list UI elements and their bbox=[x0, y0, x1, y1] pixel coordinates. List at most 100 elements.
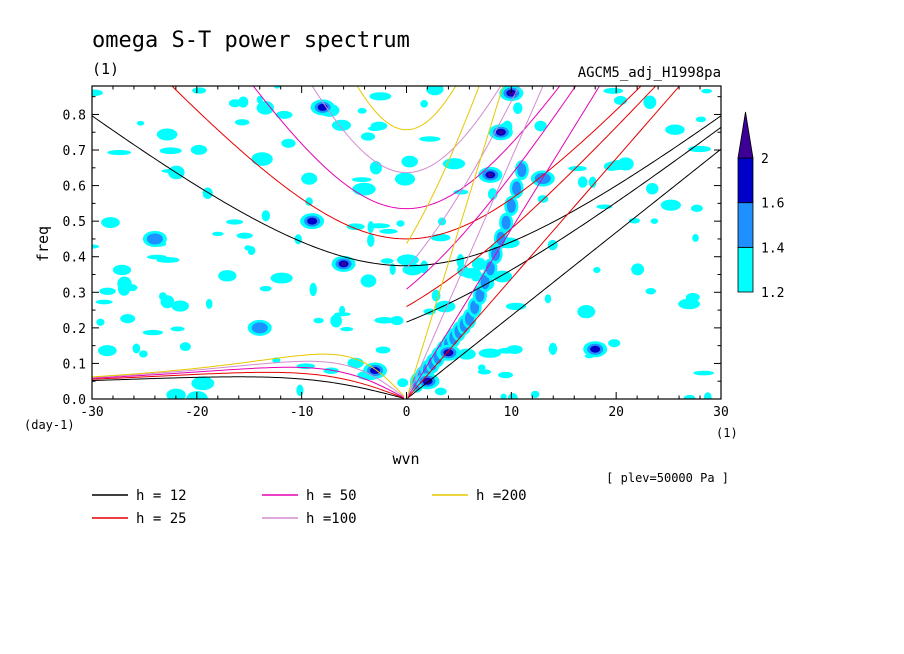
heatmap-cell bbox=[334, 312, 351, 317]
heatmap-cell bbox=[500, 393, 507, 399]
heatmap-cell bbox=[396, 220, 405, 227]
heatmap-cell bbox=[646, 182, 659, 195]
heatmap-cell bbox=[367, 234, 375, 247]
dispersion-curve-mrg-h12 bbox=[406, 126, 721, 323]
x-tick-label: -30 bbox=[80, 405, 103, 420]
heatmap-cell bbox=[375, 346, 391, 354]
heatmap-cell bbox=[419, 136, 441, 142]
colorbar-label: 1.4 bbox=[761, 241, 785, 256]
heatmap-cell bbox=[101, 217, 120, 229]
heatmap-cell bbox=[218, 270, 237, 282]
colorbar-segment bbox=[737, 246, 754, 293]
heatmap-cell bbox=[590, 345, 601, 353]
heatmap-cell bbox=[472, 276, 480, 282]
heatmap-cell bbox=[340, 326, 354, 332]
heatmap-cell bbox=[456, 253, 465, 268]
dispersion-curve-er-h100 bbox=[92, 360, 405, 398]
heatmap-cell bbox=[95, 299, 113, 305]
dispersion-curve-er-h50 bbox=[92, 366, 405, 399]
dispersion-curves bbox=[92, 86, 721, 399]
colorbar-segment bbox=[737, 202, 754, 248]
heatmap-cell bbox=[367, 221, 374, 233]
heatmap-cell bbox=[341, 261, 347, 266]
heatmap-cell bbox=[357, 107, 367, 114]
colorbar: 1.2 1.4 1.6 2 bbox=[737, 111, 785, 301]
heatmap-cell bbox=[301, 172, 318, 185]
heatmap-cell bbox=[136, 120, 145, 126]
heatmap-cell bbox=[190, 144, 208, 155]
y-tick-label: 0.0 bbox=[63, 393, 86, 408]
heatmap-cell bbox=[396, 254, 419, 266]
heatmap-cell bbox=[112, 264, 132, 276]
heatmap-cell bbox=[171, 300, 189, 312]
heatmap-cell bbox=[650, 218, 659, 224]
heatmap-cell bbox=[261, 210, 271, 222]
x-axis-unit: (1) bbox=[716, 426, 738, 440]
dispersion-curve-ig-h200 bbox=[356, 86, 457, 131]
heatmap-cell bbox=[146, 233, 163, 245]
heatmap-cell bbox=[97, 345, 117, 357]
axis-ticks: -30 -20 -10 0 10 20 30 0.0 0.1 0.2 0.3 0.4 0.5 0.6 0.7… bbox=[63, 86, 729, 420]
heatmap-cell bbox=[613, 95, 628, 105]
heatmap-cell bbox=[120, 313, 136, 324]
heatmap-cell bbox=[660, 199, 681, 211]
x-axis-label: wvn bbox=[392, 450, 419, 468]
level-label: [ plev=50000 Pa ] bbox=[606, 471, 729, 485]
legend: h = 12 h = 25 h = 50 h =100 h =200 bbox=[92, 488, 527, 527]
heatmap-cell bbox=[132, 343, 141, 354]
heatmap-cell bbox=[390, 316, 404, 326]
chart-subtitle: (1) bbox=[92, 60, 119, 78]
heatmap-cell bbox=[313, 317, 324, 324]
heatmap-cell bbox=[234, 119, 250, 126]
heatmap-cell bbox=[568, 165, 587, 172]
dispersion-curve-ig-h100 bbox=[311, 86, 502, 174]
legend-label: h = 50 bbox=[306, 488, 357, 504]
heatmap-cell bbox=[477, 364, 486, 372]
heatmap-cell bbox=[643, 95, 657, 110]
plot-background bbox=[92, 86, 721, 399]
heatmap-cell bbox=[194, 385, 202, 390]
heatmap-cell bbox=[142, 329, 163, 336]
heatmap-cell bbox=[270, 272, 293, 284]
heatmap-cell bbox=[517, 163, 527, 178]
y-tick-label: 0.1 bbox=[63, 357, 86, 372]
heatmap-cell bbox=[401, 155, 418, 168]
heatmap-cell bbox=[380, 258, 394, 264]
heatmap-cell bbox=[478, 348, 502, 358]
heatmap-cell bbox=[508, 392, 518, 399]
y-tick-label: 0.3 bbox=[63, 286, 86, 301]
heatmap-cell bbox=[430, 233, 451, 242]
heatmap-cell bbox=[508, 91, 514, 96]
x-tick-label: 30 bbox=[713, 405, 729, 420]
y-tick-label: 0.2 bbox=[63, 322, 86, 337]
heatmap-cell bbox=[99, 287, 116, 296]
heatmap-cell bbox=[202, 187, 213, 199]
heatmap-cell bbox=[461, 267, 482, 279]
heatmap-cell bbox=[156, 128, 178, 141]
dispersion-curve-mrg-h100 bbox=[406, 86, 520, 269]
heatmap-cell bbox=[374, 317, 395, 324]
heatmap-cell bbox=[530, 390, 540, 399]
heatmap-cell bbox=[379, 228, 398, 234]
dispersion-curve-kelvin-h200 bbox=[406, 86, 504, 399]
y-axis-unit: (day-1) bbox=[24, 418, 75, 432]
dispersion-curve-kelvin-h50 bbox=[406, 86, 601, 399]
heatmap-cell bbox=[603, 87, 624, 94]
colorbar-extend-arrow bbox=[737, 111, 754, 159]
heatmap-cell bbox=[457, 348, 476, 360]
heatmap-cell bbox=[631, 263, 645, 276]
heatmap-cell bbox=[307, 217, 318, 225]
heatmap-cell bbox=[577, 305, 596, 319]
y-axis-label: freq bbox=[34, 226, 52, 262]
heatmap-cell bbox=[506, 198, 516, 213]
heatmap-cell bbox=[281, 138, 296, 148]
plot-area: -30 -20 -10 0 10 20 30 0.0 0.1 0.2 0.3 0.4 0.5 0.6 0.7… bbox=[63, 85, 729, 420]
heatmap-cell bbox=[352, 182, 376, 196]
heatmap-cell bbox=[424, 379, 430, 384]
chart-title: omega S-T power spectrum bbox=[92, 28, 410, 53]
dispersion-curve-ig-h12 bbox=[92, 115, 721, 267]
heatmap-cell bbox=[205, 298, 213, 309]
colorbar-label: 2 bbox=[761, 152, 769, 167]
dispersion-curve-er-h25 bbox=[92, 371, 405, 399]
